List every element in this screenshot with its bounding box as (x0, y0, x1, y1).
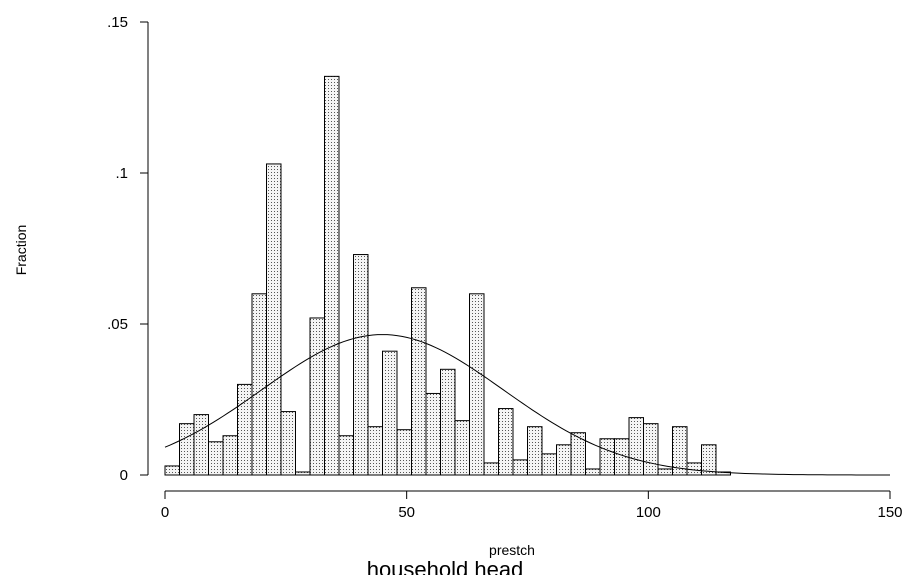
x-axis-caption: household head (367, 557, 524, 575)
axes (140, 21, 891, 499)
x-axis-label: prestch (489, 542, 535, 558)
histogram-bar-25 (527, 426, 543, 476)
histogram-bar-18 (425, 392, 441, 476)
x-tick-label: 150 (877, 504, 902, 521)
histogram-bar-1 (179, 423, 195, 476)
histogram-bar-17 (411, 287, 427, 476)
tick-labels: 0 .05 .1 .15 0 50 100 150 (107, 14, 902, 521)
histogram-bar-35 (672, 426, 688, 476)
y-axis-label: Fraction (13, 225, 29, 276)
histogram-bar-22 (483, 462, 499, 476)
x-tick-label: 0 (161, 504, 169, 521)
histogram-bar-13 (353, 254, 369, 476)
histogram-bar-28 (570, 432, 586, 476)
histogram-bar-7 (266, 163, 282, 476)
histogram-bar-9 (295, 471, 311, 476)
histogram-bar-23 (498, 408, 514, 476)
histogram-bar-3 (208, 441, 224, 476)
histogram-bar-2 (193, 414, 209, 476)
histogram-bar-32 (628, 417, 644, 476)
histogram-bar-16 (396, 429, 412, 476)
x-tick-label: 50 (398, 504, 415, 521)
histogram-bar-33 (643, 423, 659, 476)
y-tick-label: 0 (120, 467, 128, 484)
histogram-bar-4 (222, 435, 238, 476)
y-tick-label: .1 (115, 165, 128, 182)
histogram-bar-12 (338, 435, 354, 476)
x-tick-label: 100 (636, 504, 661, 521)
histogram-bar-37 (701, 444, 717, 476)
histogram-bars (164, 75, 731, 476)
histogram-bar-14 (367, 426, 383, 476)
histogram-bar-15 (382, 350, 398, 476)
histogram-bar-26 (541, 453, 557, 476)
y-tick-label: .15 (107, 14, 128, 31)
histogram-bar-34 (657, 468, 673, 476)
y-tick-label: .05 (107, 316, 128, 333)
histogram-bar-19 (440, 368, 456, 476)
histogram-bar-0 (164, 465, 180, 476)
histogram-bar-30 (599, 438, 615, 476)
histogram-bar-11 (324, 75, 340, 476)
histogram-bar-8 (280, 411, 296, 476)
normal-density-curve (164, 334, 890, 476)
histogram-bar-27 (556, 444, 572, 476)
histogram-bar-29 (585, 468, 601, 476)
histogram-bar-6 (251, 293, 267, 476)
histogram-bar-20 (454, 420, 470, 476)
histogram-bar-21 (469, 293, 485, 476)
histogram-bar-24 (512, 459, 528, 476)
histogram-bar-10 (309, 317, 325, 476)
